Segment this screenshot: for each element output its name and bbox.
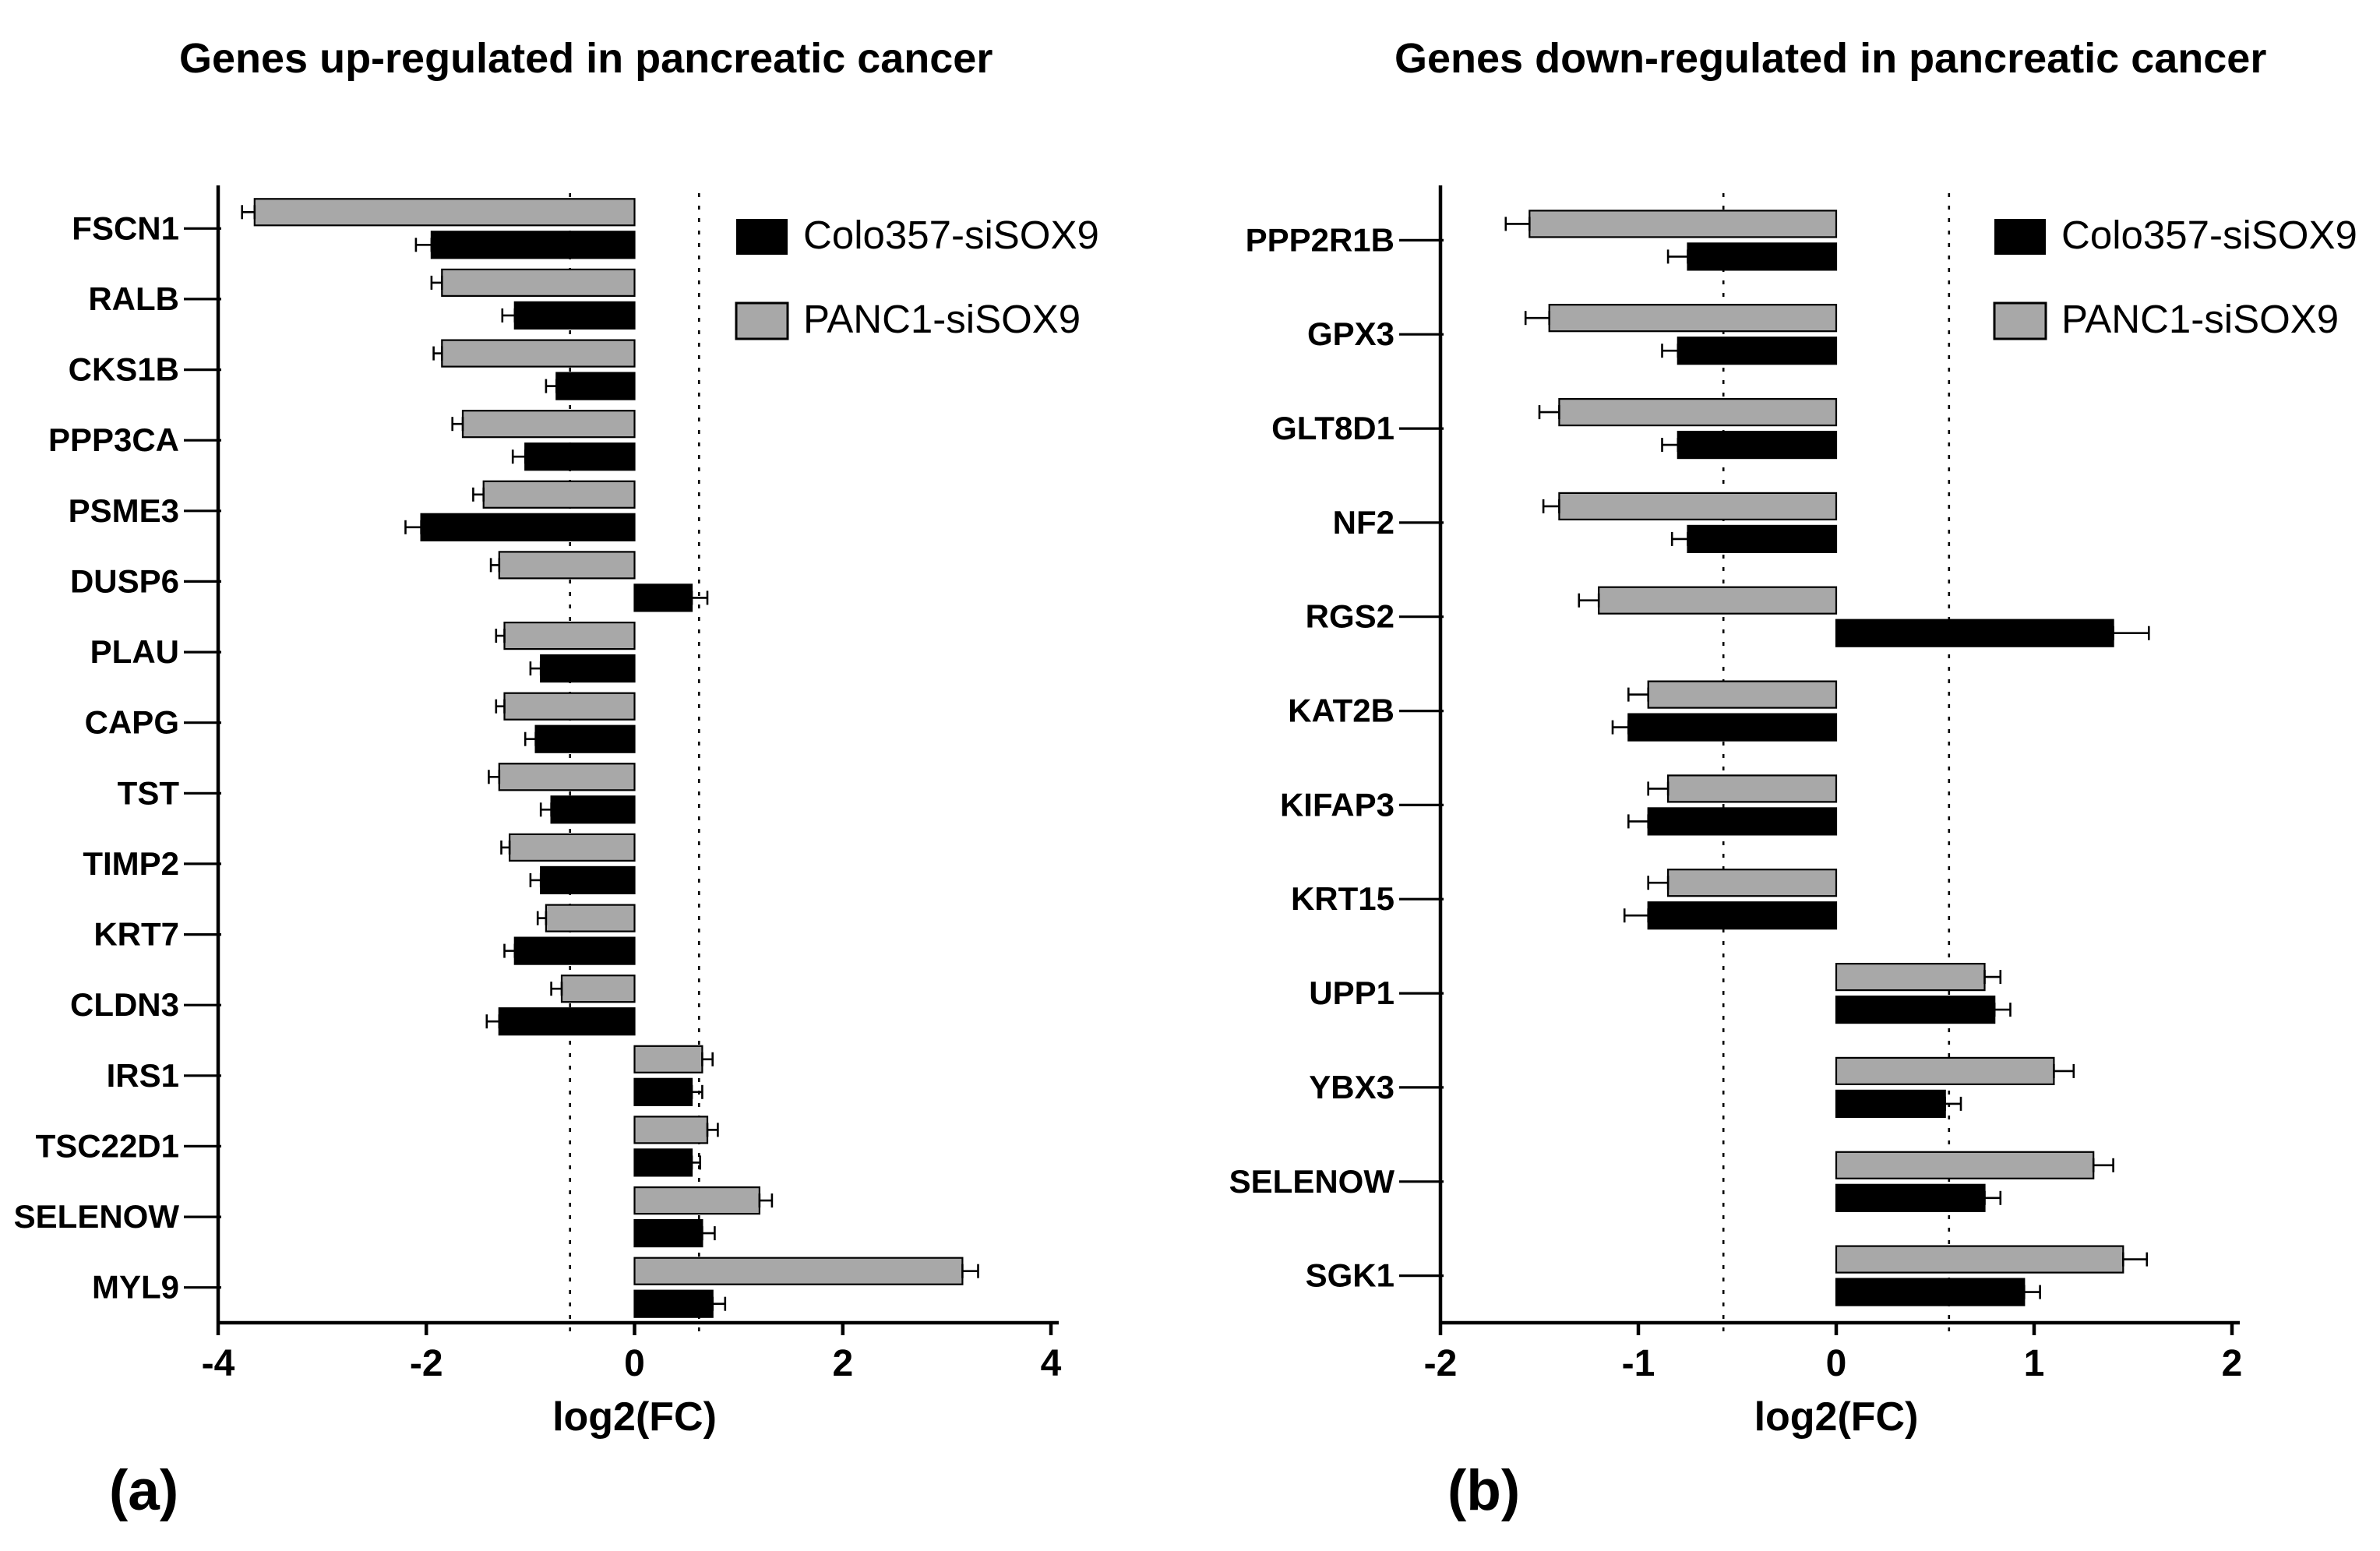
- svg-text:2: 2: [832, 1343, 853, 1384]
- svg-text:(a): (a): [109, 1459, 178, 1522]
- svg-text:KIFAP3: KIFAP3: [1280, 786, 1395, 823]
- svg-text:GPX3: GPX3: [1307, 315, 1395, 352]
- svg-text:DUSP6: DUSP6: [70, 562, 179, 599]
- svg-text:GLT8D1: GLT8D1: [1271, 410, 1395, 446]
- svg-text:KRT7: KRT7: [93, 916, 179, 953]
- svg-text:PANC1-siSOX9: PANC1-siSOX9: [2061, 297, 2339, 341]
- svg-text:PPP2R1B: PPP2R1B: [1246, 221, 1395, 258]
- svg-text:TIMP2: TIMP2: [83, 845, 179, 882]
- svg-text:PLAU: PLAU: [90, 633, 179, 670]
- svg-text:MYL9: MYL9: [92, 1269, 179, 1306]
- svg-text:SELENOW: SELENOW: [1229, 1163, 1395, 1200]
- svg-text:RALB: RALB: [88, 280, 179, 317]
- svg-text:KRT15: KRT15: [1291, 880, 1395, 917]
- svg-text:YBX3: YBX3: [1309, 1069, 1395, 1105]
- svg-text:CAPG: CAPG: [85, 704, 179, 741]
- svg-text:PPP3CA: PPP3CA: [48, 421, 179, 458]
- svg-text:0: 0: [1826, 1343, 1847, 1384]
- svg-text:CKS1B: CKS1B: [69, 351, 179, 388]
- svg-text:NF2: NF2: [1333, 504, 1395, 541]
- svg-text:-1: -1: [1622, 1343, 1655, 1384]
- svg-text:PANC1-siSOX9: PANC1-siSOX9: [803, 297, 1081, 341]
- svg-text:-2: -2: [410, 1343, 443, 1384]
- svg-text:1: 1: [2024, 1343, 2045, 1384]
- svg-text:log2(FC): log2(FC): [552, 1394, 717, 1440]
- svg-text:CLDN3: CLDN3: [70, 986, 179, 1023]
- svg-text:TSC22D1: TSC22D1: [36, 1127, 179, 1164]
- svg-text:SGK1: SGK1: [1306, 1257, 1395, 1294]
- svg-text:SELENOW: SELENOW: [14, 1198, 180, 1235]
- svg-text:PSME3: PSME3: [69, 492, 179, 529]
- svg-text:(b): (b): [1447, 1459, 1520, 1522]
- svg-text:-4: -4: [202, 1343, 235, 1384]
- svg-text:2: 2: [2222, 1343, 2243, 1384]
- svg-text:4: 4: [1041, 1343, 1062, 1384]
- svg-text:0: 0: [624, 1343, 645, 1384]
- svg-text:TST: TST: [118, 774, 180, 811]
- svg-text:-2: -2: [1424, 1343, 1458, 1384]
- svg-text:KAT2B: KAT2B: [1288, 693, 1395, 729]
- svg-text:Colo357-siSOX9: Colo357-siSOX9: [803, 213, 1099, 257]
- svg-text:FSCN1: FSCN1: [72, 210, 179, 246]
- svg-text:Genes up-regulated in pancreat: Genes up-regulated in pancreatic cancer: [179, 35, 993, 82]
- svg-text:Genes down-regulated in pancre: Genes down-regulated in pancreatic cance…: [1395, 35, 2266, 82]
- svg-text:IRS1: IRS1: [107, 1057, 179, 1094]
- svg-text:log2(FC): log2(FC): [1754, 1394, 1919, 1440]
- svg-text:RGS2: RGS2: [1306, 598, 1395, 635]
- svg-text:Colo357-siSOX9: Colo357-siSOX9: [2061, 213, 2357, 257]
- svg-text:UPP1: UPP1: [1309, 975, 1395, 1011]
